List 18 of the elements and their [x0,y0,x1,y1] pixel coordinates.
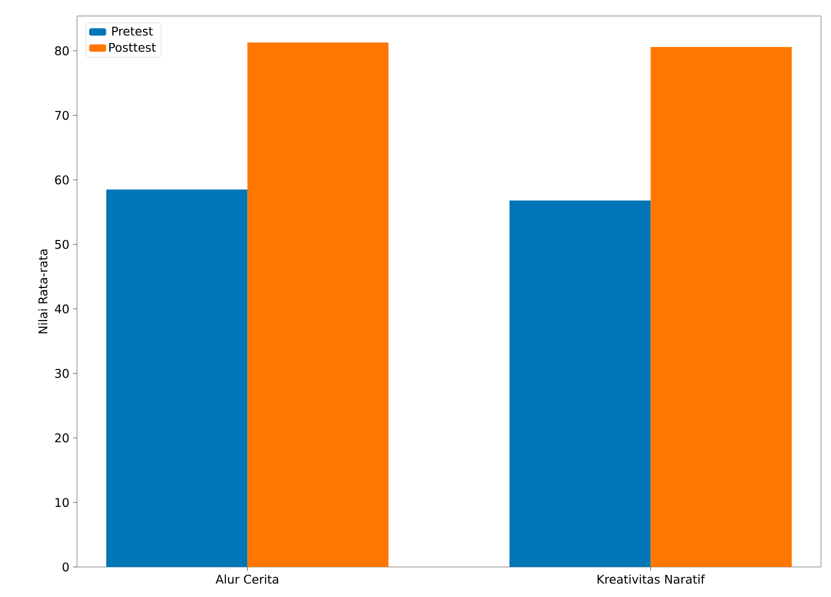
y-tick-label: 30 [55,368,69,378]
y-tick-label: 10 [56,498,69,507]
bar [509,200,651,567]
bar [106,190,248,567]
y-axis-title: Nilai Rata-rata [38,250,48,334]
bar [650,46,792,567]
bar [247,42,389,567]
y-tick-label: 70 [55,110,69,120]
y-tick-label: 80 [55,46,69,56]
y-tick-label: 0 [62,562,69,572]
y-tick-label: 20 [55,433,69,442]
y-tick-label: 60 [55,175,69,184]
x-tick-label: Kreativitas Naratif [598,574,706,584]
legend-label: Posttest [109,42,156,52]
y-tick-label: 50 [55,240,69,249]
legend-label: Pretest [112,26,153,36]
y-tick-label: 40 [54,304,69,314]
x-tick-label: Alur Cerita [216,574,278,584]
